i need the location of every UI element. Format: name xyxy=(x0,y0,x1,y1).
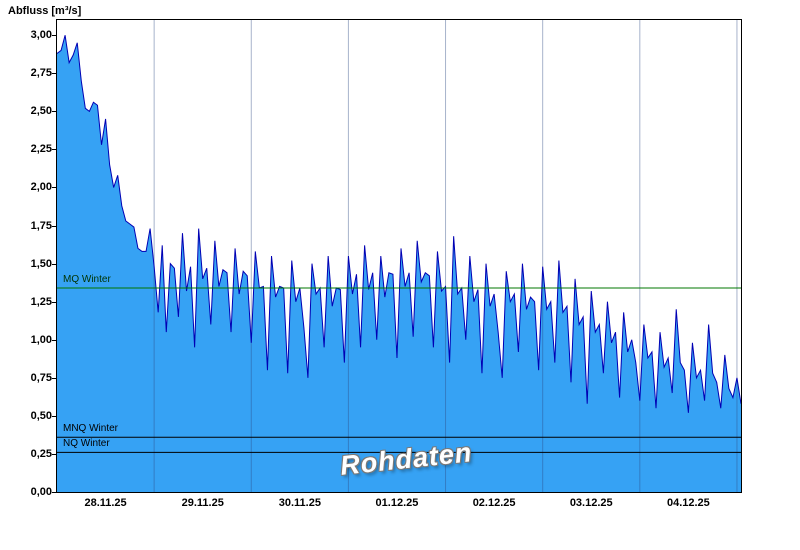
y-tick-mark xyxy=(52,149,56,151)
y-tick-mark xyxy=(52,35,56,37)
y-tick-mark xyxy=(52,187,56,189)
discharge-raw-line xyxy=(57,35,741,413)
discharge-area-chart xyxy=(57,20,741,492)
y-tick-mark xyxy=(52,377,56,379)
y-tick-mark xyxy=(52,111,56,113)
x-tick-label: 29.11.25 xyxy=(181,497,224,509)
y-tick-label: 1,00 xyxy=(30,333,52,346)
y-tick-mark xyxy=(52,225,56,227)
y-tick-mark xyxy=(52,492,56,493)
y-tick-mark xyxy=(52,73,56,75)
y-tick-mark xyxy=(52,263,56,265)
plot-area: MQ Winter MNQ Winter NQ Winter Rohdaten xyxy=(56,19,742,493)
y-tick-mark xyxy=(52,339,56,341)
x-tick-label: 28.11.25 xyxy=(84,497,127,509)
y-tick-label: 0,00 xyxy=(30,486,52,498)
y-tick-label: 2,75 xyxy=(30,67,52,80)
y-tick-label: 2,00 xyxy=(30,181,52,194)
ref-line-label-nq-winter: NQ Winter xyxy=(63,438,110,450)
y-tick-label: 0,25 xyxy=(30,447,52,460)
x-tick-label: 02.12.25 xyxy=(472,497,516,509)
y-axis-title: Abfluss [m³/s] xyxy=(8,5,82,17)
y-tick-label: 1,25 xyxy=(30,295,52,308)
y-tick-label: 0,75 xyxy=(30,371,52,384)
y-tick-mark xyxy=(52,301,56,303)
ref-line-label-mq-winter: MQ Winter xyxy=(63,273,111,285)
x-tick-label: 01.12.25 xyxy=(375,497,419,509)
y-tick-label: 1,50 xyxy=(30,257,52,270)
y-tick-label: 2,50 xyxy=(30,105,52,118)
y-tick-label: 1,75 xyxy=(30,219,52,232)
x-tick-label: 30.11.25 xyxy=(278,497,321,509)
y-tick-label: 2,25 xyxy=(30,143,52,156)
y-tick-label: 0,50 xyxy=(30,409,52,422)
y-tick-mark xyxy=(52,415,56,417)
x-tick-label: 03.12.25 xyxy=(569,497,613,509)
discharge-area-fill xyxy=(57,35,741,492)
y-tick-label: 3,00 xyxy=(30,29,52,42)
x-tick-label: 04.12.25 xyxy=(666,497,710,509)
y-tick-mark xyxy=(52,453,56,455)
ref-line-label-mnq-winter: MNQ Winter xyxy=(63,423,118,435)
